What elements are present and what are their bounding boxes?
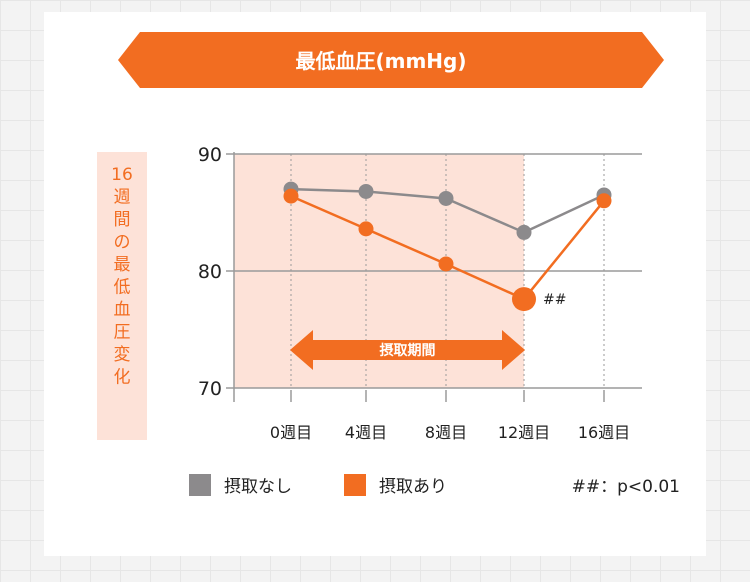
x-tick-label: 12週目 [498,423,550,442]
x-tick-label: 16週目 [578,423,630,442]
legend-label-control: 摂取なし [224,477,292,497]
legend-swatch-intake [344,474,366,496]
data-point [358,183,374,199]
chart-title: 最低血圧(mmHg) [295,49,466,73]
data-point [438,256,454,272]
legend-swatch-control [189,474,211,496]
intake-period-arrow [290,330,525,370]
data-point [596,193,612,209]
data-point [283,188,299,204]
significance-marker: ## [543,292,566,308]
data-point [438,190,454,206]
x-tick-label: 8週目 [425,423,467,442]
ylabel-panel [97,152,147,440]
data-point [358,221,374,237]
data-point [512,287,536,312]
y-tick-label: 80 [198,261,222,283]
x-tick-label: 4週目 [345,423,387,442]
y-tick-label: 70 [198,378,222,400]
significance-note: ##：p<0.01 [572,477,680,497]
blood-pressure-chart: 最低血圧(mmHg) 16 週間の最低血圧変化 70 80 90 0週目 4週目 8週目 1… [97,32,680,497]
chart-card: 最低血圧(mmHg) 16 週間の最低血圧変化 70 80 90 0週目 4週目 8週目 1… [44,12,706,556]
y-tick-label: 90 [198,144,222,166]
data-point [516,224,532,240]
y-axis-label: 16 週間の最低血圧変化 [111,165,133,388]
intake-period-label: 摂取期間 [380,342,436,359]
title-banner [118,32,664,88]
legend-label-intake: 摂取あり [379,477,447,497]
x-tick-label: 0週目 [270,423,312,442]
